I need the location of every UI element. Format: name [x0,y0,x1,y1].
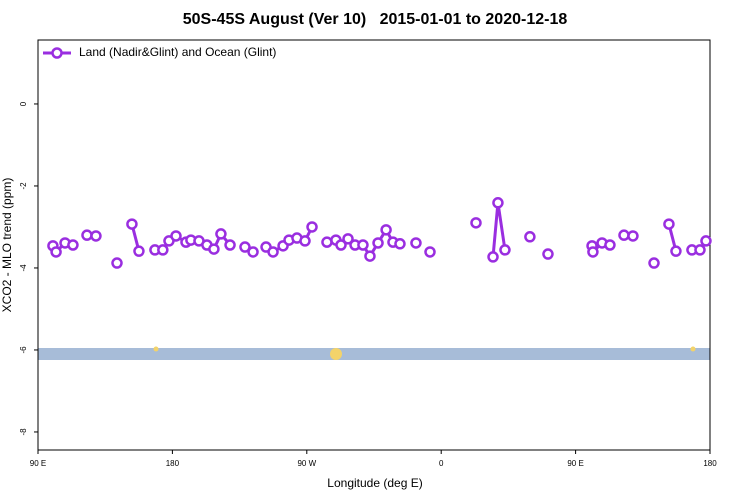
data-point [224,239,236,251]
x-tick-label: 180 [703,459,717,468]
data-point [215,228,227,240]
data-point [492,197,504,209]
data-point [299,235,311,247]
data-point [306,221,318,233]
data-point [394,238,406,250]
data-point [81,229,93,241]
data-point [627,230,639,242]
band-dot [153,346,159,352]
data-point [648,257,660,269]
legend-label: Land (Nadir&Glint) and Ocean (Glint) [79,45,276,59]
data-point [694,244,706,256]
legend-marker [51,47,63,59]
data-point [380,224,392,236]
data-point [424,246,436,258]
data-point [335,239,347,251]
y-tick-label: -6 [19,346,28,354]
data-point [267,246,279,258]
band-dot [330,348,342,360]
data-point [410,237,422,249]
data-point [524,231,536,243]
x-tick-label: 0 [439,459,444,468]
data-point [587,246,599,258]
data-point [50,246,62,258]
data-point [357,239,369,251]
data-point [321,236,333,248]
x-tick-label: 90 W [297,459,316,468]
data-point [111,257,123,269]
data-point [670,245,682,257]
data-point [542,248,554,260]
x-tick-label: 90 E [30,459,46,468]
data-point [67,239,79,251]
band-dot [690,346,696,352]
data-point [604,239,616,251]
data-point [372,237,384,249]
data-point [364,250,376,262]
data-point [470,217,482,229]
data-point [247,246,259,258]
data-point [487,251,499,263]
y-tick-label: -2 [19,182,28,190]
data-point [170,230,182,242]
data-point [157,244,169,256]
y-axis-label: XCO2 - MLO trend (ppm) [0,178,14,313]
y-tick-label: -8 [19,428,28,436]
chart-title: 50S-45S August (Ver 10) 2015-01-01 to 20… [183,11,568,28]
x-tick-label: 90 E [567,459,583,468]
x-axis-label: Longitude (deg E) [327,476,422,490]
data-point [239,241,251,253]
y-tick-label: 0 [19,101,28,106]
y-tick-label: -4 [19,264,28,272]
data-point [208,243,220,255]
data-point [126,218,138,230]
data-point [499,244,511,256]
x-tick-label: 180 [166,459,180,468]
plot-frame [37,39,711,451]
ocean-band [38,348,710,360]
data-point [133,245,145,257]
data-point [663,218,675,230]
data-point [90,230,102,242]
data-point [342,233,354,245]
data-point [700,235,712,247]
data-point [618,229,630,241]
